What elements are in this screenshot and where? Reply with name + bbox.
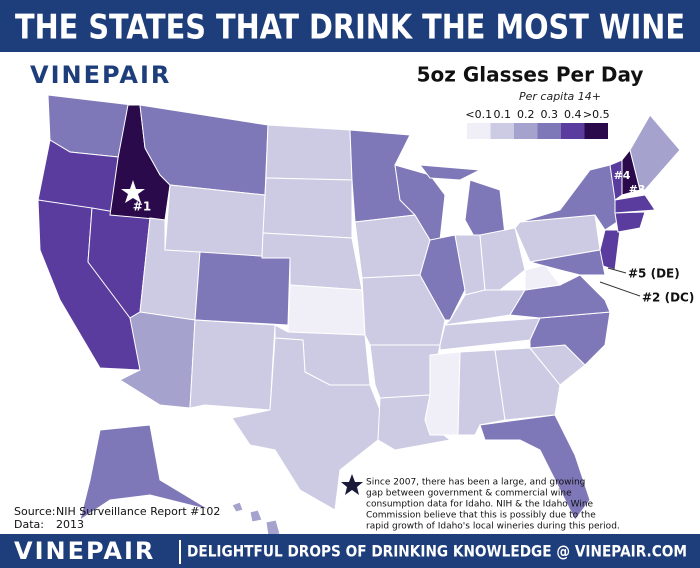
rank-label: #1 bbox=[133, 200, 151, 214]
state bbox=[479, 414, 591, 521]
state bbox=[443, 289, 526, 326]
state bbox=[629, 114, 681, 191]
footnote: Since 2007, there has been a large, and … bbox=[366, 478, 620, 532]
state bbox=[529, 249, 606, 276]
legend-swatch bbox=[490, 123, 514, 139]
rank-label: #3 bbox=[629, 183, 646, 196]
legend-swatch bbox=[537, 123, 561, 139]
state bbox=[262, 177, 353, 239]
state bbox=[479, 227, 526, 291]
state bbox=[494, 347, 561, 421]
footnote-line: Commission believe that this is possibly… bbox=[366, 511, 596, 521]
rank-label: #2 (DC) bbox=[642, 291, 694, 305]
rank-label: #5 (DE) bbox=[628, 267, 680, 281]
legend-subtitle: Per capita 14+ bbox=[519, 90, 601, 103]
star-icon bbox=[121, 180, 145, 203]
data-label: Data: bbox=[14, 518, 44, 531]
state bbox=[194, 251, 291, 326]
state bbox=[354, 214, 431, 279]
footnote-star bbox=[341, 474, 363, 495]
state bbox=[164, 184, 266, 259]
logo: VINEPAIR bbox=[30, 61, 171, 89]
legend-title: 5oz Glasses Per Day bbox=[417, 63, 644, 87]
legend-label: 0.4 bbox=[564, 108, 582, 121]
footer-tagline: DELIGHTFUL DROPS OF DRINKING KNOWLEDGE @… bbox=[187, 542, 687, 561]
legend-label: 0.2 bbox=[517, 108, 535, 121]
footnote-line: rapid growth of Idaho's local wineries d… bbox=[366, 522, 620, 532]
legend-swatch bbox=[514, 123, 538, 139]
data-text: 2013 bbox=[56, 518, 84, 531]
state bbox=[514, 214, 601, 263]
state bbox=[231, 501, 244, 513]
source-text: NIH Surveillance Report #102 bbox=[56, 505, 220, 518]
map bbox=[37, 94, 681, 537]
legend-swatch bbox=[467, 123, 491, 139]
state bbox=[189, 319, 276, 411]
legend-swatch bbox=[584, 123, 608, 139]
state bbox=[231, 337, 381, 511]
leader-line bbox=[607, 267, 627, 274]
state bbox=[265, 124, 353, 181]
footnote-line: consumption data for Idaho. NIH & the Id… bbox=[366, 500, 594, 510]
state bbox=[424, 351, 461, 436]
footnote-line: gap between government & commercial wine bbox=[366, 489, 572, 499]
state bbox=[79, 424, 211, 522]
legend-label: 0.1 bbox=[494, 108, 512, 121]
state bbox=[287, 284, 366, 336]
footer-logo: VINEPAIR bbox=[14, 537, 155, 565]
title: THE STATES THAT DRINK THE MOST WINE bbox=[15, 8, 685, 48]
legend-label: >0.5 bbox=[583, 108, 610, 121]
header-bar bbox=[0, 0, 700, 52]
legend-label: <0.1 bbox=[465, 108, 492, 121]
state bbox=[524, 264, 561, 291]
footnote-line: Since 2007, there has been a large, and … bbox=[366, 478, 585, 488]
state bbox=[249, 509, 263, 523]
leader-line bbox=[599, 281, 641, 297]
state bbox=[614, 194, 656, 214]
footer-bar bbox=[0, 534, 700, 568]
rank-label: #4 bbox=[614, 169, 631, 182]
legend-swatch bbox=[561, 123, 585, 139]
state bbox=[418, 164, 482, 181]
state bbox=[614, 211, 646, 233]
source-label: Source: bbox=[14, 505, 56, 518]
legend-label: 0.3 bbox=[541, 108, 559, 121]
legend: <0.1 0.1 0.2 0.3 0.4 >0.5 bbox=[465, 108, 610, 139]
